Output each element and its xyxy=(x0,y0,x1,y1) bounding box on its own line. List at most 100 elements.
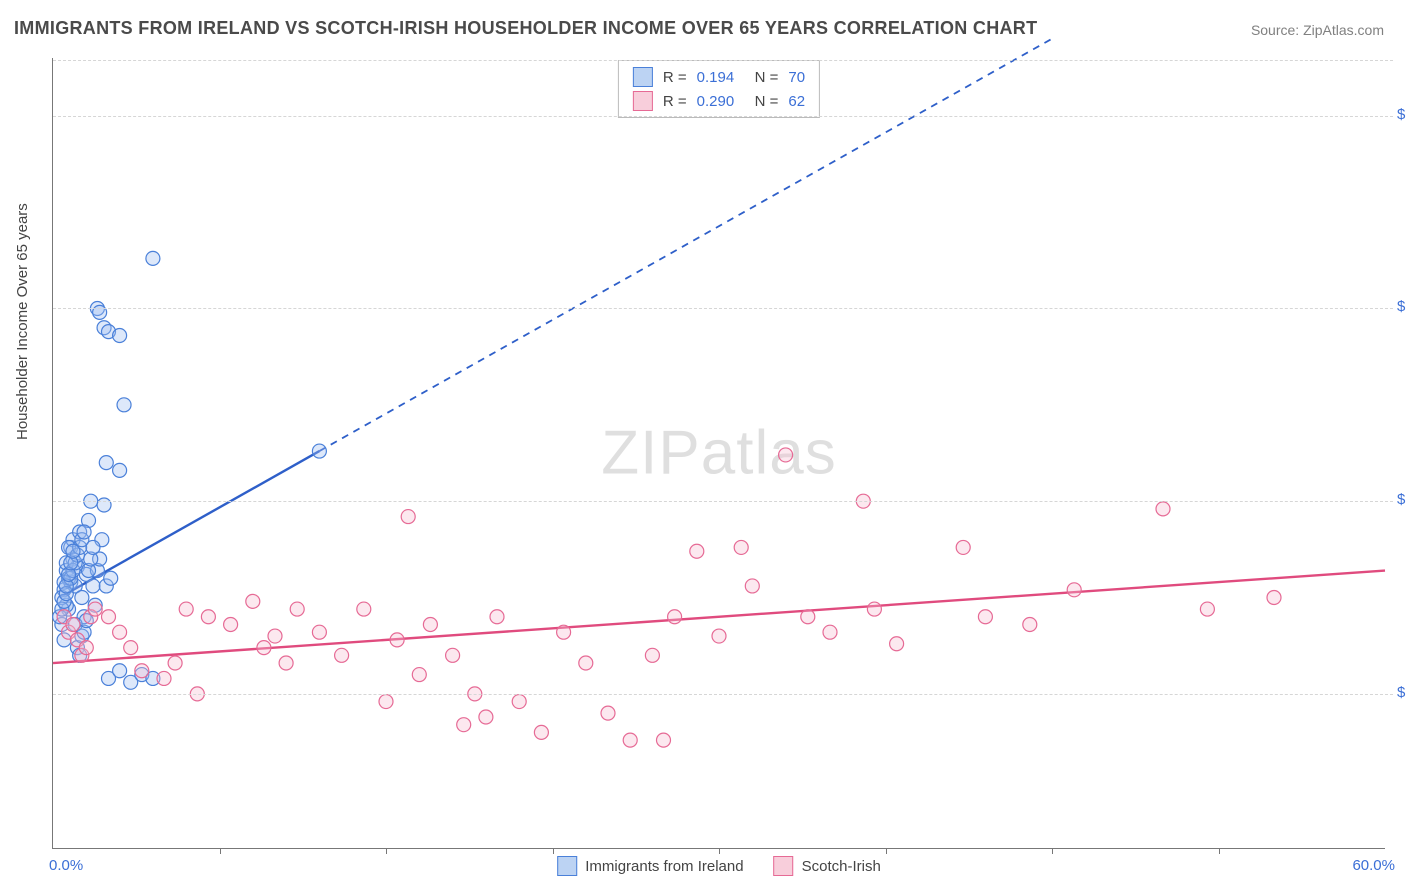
data-point xyxy=(801,610,815,624)
data-point xyxy=(201,610,215,624)
legend-n-value: 62 xyxy=(788,93,805,110)
data-point xyxy=(124,641,138,655)
data-point xyxy=(401,510,415,524)
data-point xyxy=(412,668,426,682)
data-point xyxy=(745,579,759,593)
data-point xyxy=(224,617,238,631)
data-point xyxy=(99,456,113,470)
data-point xyxy=(956,540,970,554)
x-tick-mark xyxy=(1052,848,1053,854)
legend-r-label: R = xyxy=(663,93,687,110)
data-point xyxy=(1267,591,1281,605)
data-point xyxy=(867,602,881,616)
data-point xyxy=(179,602,193,616)
data-point xyxy=(86,579,100,593)
chart-svg xyxy=(53,58,1385,848)
data-point xyxy=(645,648,659,662)
data-point xyxy=(157,671,171,685)
data-point xyxy=(623,733,637,747)
data-point xyxy=(257,641,271,655)
x-tick-mark xyxy=(553,848,554,854)
data-point xyxy=(390,633,404,647)
data-point xyxy=(66,544,80,558)
data-point xyxy=(657,733,671,747)
data-point xyxy=(75,591,89,605)
gridline xyxy=(53,116,1393,117)
data-point xyxy=(312,444,326,458)
data-point xyxy=(268,629,282,643)
x-tick-mark xyxy=(1219,848,1220,854)
data-point xyxy=(93,305,107,319)
x-tick-mark xyxy=(886,848,887,854)
data-point xyxy=(890,637,904,651)
data-point xyxy=(117,398,131,412)
legend-n-value: 70 xyxy=(788,69,805,86)
data-point xyxy=(823,625,837,639)
data-point xyxy=(357,602,371,616)
swatch-scotch-irish-icon xyxy=(633,91,653,111)
data-point xyxy=(279,656,293,670)
source-attribution: Source: ZipAtlas.com xyxy=(1251,22,1384,38)
data-point xyxy=(734,540,748,554)
data-point xyxy=(113,625,127,639)
series-legend-item: Immigrants from Ireland xyxy=(557,856,743,876)
swatch-ireland-icon xyxy=(557,856,577,876)
x-tick-mark xyxy=(220,848,221,854)
y-tick-label: $200,000 xyxy=(1389,106,1406,123)
chart-title: IMMIGRANTS FROM IRELAND VS SCOTCH-IRISH … xyxy=(14,18,1037,39)
gridline xyxy=(53,501,1393,502)
y-axis-label: Householder Income Over 65 years xyxy=(14,203,31,440)
data-point xyxy=(77,525,91,539)
legend-n-label: N = xyxy=(755,69,779,86)
correlation-legend: R = 0.194 N = 70 R = 0.290 N = 62 xyxy=(618,60,820,118)
data-point xyxy=(312,625,326,639)
data-point xyxy=(88,602,102,616)
correlation-legend-row: R = 0.290 N = 62 xyxy=(619,89,819,113)
data-point xyxy=(668,610,682,624)
data-point xyxy=(104,571,118,585)
data-point xyxy=(86,540,100,554)
trend-line xyxy=(53,571,1385,663)
x-axis-min-label: 0.0% xyxy=(49,857,83,874)
data-point xyxy=(102,610,116,624)
x-tick-mark xyxy=(386,848,387,854)
data-point xyxy=(779,448,793,462)
x-axis-max-label: 60.0% xyxy=(1352,857,1395,874)
data-point xyxy=(97,498,111,512)
series-legend-label: Immigrants from Ireland xyxy=(585,858,743,875)
y-tick-label: $100,000 xyxy=(1389,491,1406,508)
data-point xyxy=(479,710,493,724)
swatch-scotch-irish-icon xyxy=(774,856,794,876)
data-point xyxy=(113,664,127,678)
data-point xyxy=(79,641,93,655)
gridline xyxy=(53,308,1393,309)
data-point xyxy=(335,648,349,662)
data-point xyxy=(1067,583,1081,597)
data-point xyxy=(1200,602,1214,616)
data-point xyxy=(490,610,504,624)
data-point xyxy=(423,617,437,631)
data-point xyxy=(534,725,548,739)
data-point xyxy=(168,656,182,670)
legend-n-label: N = xyxy=(755,93,779,110)
data-point xyxy=(557,625,571,639)
data-point xyxy=(246,594,260,608)
data-point xyxy=(579,656,593,670)
y-tick-label: $150,000 xyxy=(1389,298,1406,315)
data-point xyxy=(113,328,127,342)
data-point xyxy=(457,718,471,732)
legend-r-value: 0.290 xyxy=(697,93,745,110)
series-legend-label: Scotch-Irish xyxy=(802,858,881,875)
data-point xyxy=(712,629,726,643)
data-point xyxy=(379,695,393,709)
data-point xyxy=(690,544,704,558)
data-point xyxy=(66,617,80,631)
data-point xyxy=(135,664,149,678)
legend-r-value: 0.194 xyxy=(697,69,745,86)
data-point xyxy=(978,610,992,624)
data-point xyxy=(113,463,127,477)
data-point xyxy=(601,706,615,720)
data-point xyxy=(512,695,526,709)
gridline xyxy=(53,60,1393,61)
correlation-legend-row: R = 0.194 N = 70 xyxy=(619,65,819,89)
